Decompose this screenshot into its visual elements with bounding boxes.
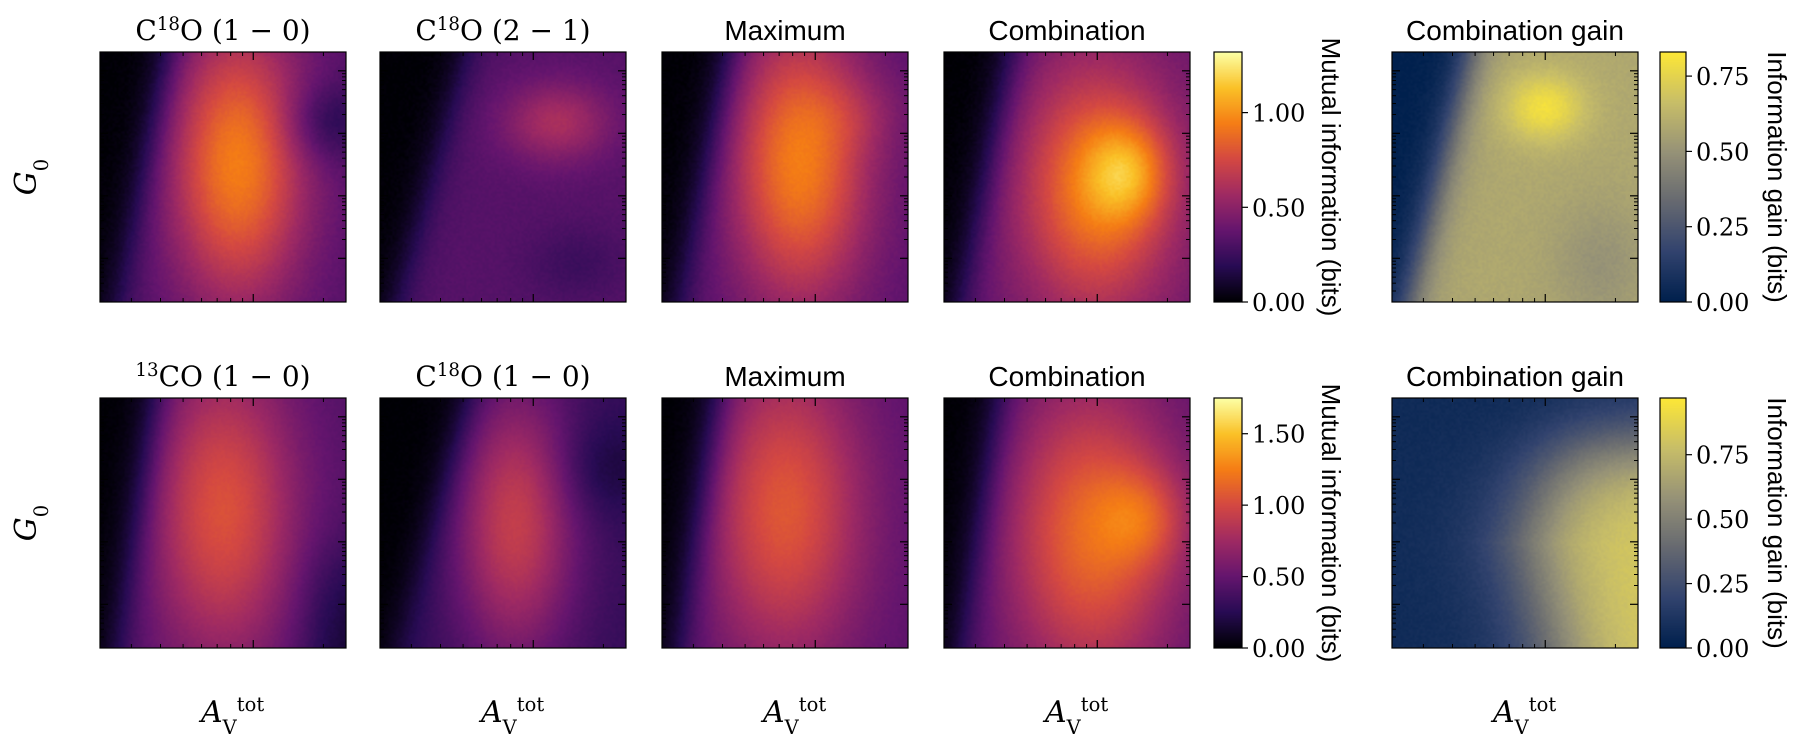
- row2-panel3-heatmap: [662, 398, 908, 648]
- gain-row2-colorbar-tick-label: 0.00: [1696, 635, 1749, 663]
- row2-gain-panel-heatmap: [1392, 398, 1638, 648]
- row1-mi-colorbar: 0.00 0.50 1.00 Mutual information (bits): [1213, 38, 1346, 317]
- row2-y-axis-label: G0: [9, 505, 53, 541]
- row1-panel1-heatmap: [100, 52, 346, 302]
- x-axis-label: AVtot: [1490, 693, 1556, 739]
- gain-row2-colorbar-label: Information gain (bits): [1762, 397, 1792, 648]
- row2-mi-colorbar-gradient: [1214, 398, 1242, 648]
- row2-gain-panel: Combination gain: [1391, 361, 1639, 649]
- x-axis-label: AVtot: [478, 693, 544, 739]
- row1-panel4: Combination: [943, 15, 1191, 303]
- row1-gain-panel: Combination gain: [1391, 15, 1639, 303]
- gain-row1-colorbar-tick-label: 0.50: [1696, 138, 1749, 166]
- row1-panel2: C18O (2 − 1): [379, 14, 627, 303]
- row2-panel3: Maximum: [661, 361, 909, 649]
- row1-mi-colorbar-tick-label: 0.00: [1252, 289, 1305, 317]
- x-axis-label: AVtot: [760, 693, 826, 739]
- gain-row1-colorbar-tick-label: 0.25: [1696, 214, 1749, 242]
- row2-mi-colorbar-tick-label: 0.50: [1252, 564, 1305, 592]
- row2-panel3-ticks: [662, 397, 908, 649]
- row1-mi-colorbar-tick-label: 0.50: [1252, 194, 1305, 222]
- row2-panel2-ticks: [380, 397, 626, 649]
- x-axis-label: AVtot: [1042, 693, 1108, 739]
- gain-row2-colorbar-tick-label: 0.75: [1696, 442, 1749, 470]
- row1-panel1-title: C18O (1 − 0): [135, 14, 310, 48]
- row2-panel3-title: Maximum: [724, 361, 845, 392]
- row1-panel1: C18O (1 − 0): [99, 14, 347, 303]
- row1-gain-panel-title: Combination gain: [1406, 15, 1624, 46]
- row2-mi-colorbar-tick-label: 0.00: [1252, 635, 1305, 663]
- row2-panel2: C18O (1 − 0): [379, 360, 627, 649]
- row2-gain-panel-title: Combination gain: [1406, 361, 1624, 392]
- row1-mi-colorbar-tick-label: 1.00: [1252, 100, 1305, 128]
- row1-gain-panel-ticks: [1392, 51, 1638, 303]
- row2-panel2-heatmap: [380, 398, 626, 648]
- gain-row2-colorbar-tick-label: 0.50: [1696, 506, 1749, 534]
- gain-row2-colorbar-gradient: [1660, 398, 1686, 648]
- gain-row1-colorbar: 0.00 0.25 0.50 0.75 Information gain (bits): [1659, 51, 1792, 317]
- row1-mi-colorbar-gradient: [1214, 52, 1242, 302]
- row1-panel3: Maximum: [661, 15, 909, 303]
- row1-panel2-heatmap: [380, 52, 626, 302]
- row2-panel4-heatmap: [944, 398, 1190, 648]
- row2-panel1-heatmap: [100, 398, 346, 648]
- row1-panel3-heatmap: [662, 52, 908, 302]
- row2-panel1-title: 13CO (1 − 0): [135, 360, 310, 394]
- row2-panel4: Combination: [943, 361, 1191, 649]
- row1-panel3-title: Maximum: [724, 15, 845, 46]
- gain-row1-colorbar-label: Information gain (bits): [1762, 51, 1792, 302]
- row2-panel1-ticks: [100, 397, 346, 649]
- row2-mi-colorbar: 0.00 0.50 1.00 1.50 Mutual information (bits…: [1213, 384, 1346, 663]
- row2-mi-colorbar-frame: [1213, 397, 1243, 649]
- gain-row2-colorbar-frame: [1659, 397, 1687, 649]
- row2-panel1: 13CO (1 − 0): [99, 360, 347, 649]
- gain-row1-colorbar-tick-label: 0.75: [1696, 63, 1749, 91]
- row1-panel2-title: C18O (2 − 1): [415, 14, 590, 48]
- row1-panel4-ticks: [944, 51, 1190, 303]
- row1-panel1-ticks: [100, 51, 346, 303]
- row1-mi-colorbar-frame: [1213, 51, 1243, 303]
- row2-mi-colorbar-label: Mutual information (bits): [1316, 384, 1346, 663]
- gain-row1-colorbar-tick-label: 0.00: [1696, 289, 1749, 317]
- row2-panel4-title: Combination: [988, 361, 1145, 392]
- row1-panel4-title: Combination: [988, 15, 1145, 46]
- row2-panel2-title: C18O (1 − 0): [415, 360, 590, 394]
- row2-panel4-ticks: [944, 397, 1190, 649]
- row1-panel4-heatmap: [944, 52, 1190, 302]
- row1-gain-panel-heatmap: [1392, 52, 1638, 302]
- gain-row1-colorbar-gradient: [1660, 52, 1686, 302]
- gain-row2-colorbar-tick-label: 0.25: [1696, 571, 1749, 599]
- row2-mi-colorbar-tick-label: 1.50: [1252, 421, 1305, 449]
- gain-row1-colorbar-frame: [1659, 51, 1687, 303]
- row1-panel2-ticks: [380, 51, 626, 303]
- row1-panel3-ticks: [662, 51, 908, 303]
- row2-gain-panel-ticks: [1392, 397, 1638, 649]
- row1-y-axis-label: G0: [9, 159, 53, 195]
- row1-mi-colorbar-label: Mutual information (bits): [1316, 38, 1346, 317]
- x-axis-label: AVtot: [198, 693, 264, 739]
- gain-row2-colorbar: 0.00 0.25 0.50 0.75 Information gain (bits): [1659, 397, 1792, 663]
- row2-mi-colorbar-tick-label: 1.00: [1252, 492, 1305, 520]
